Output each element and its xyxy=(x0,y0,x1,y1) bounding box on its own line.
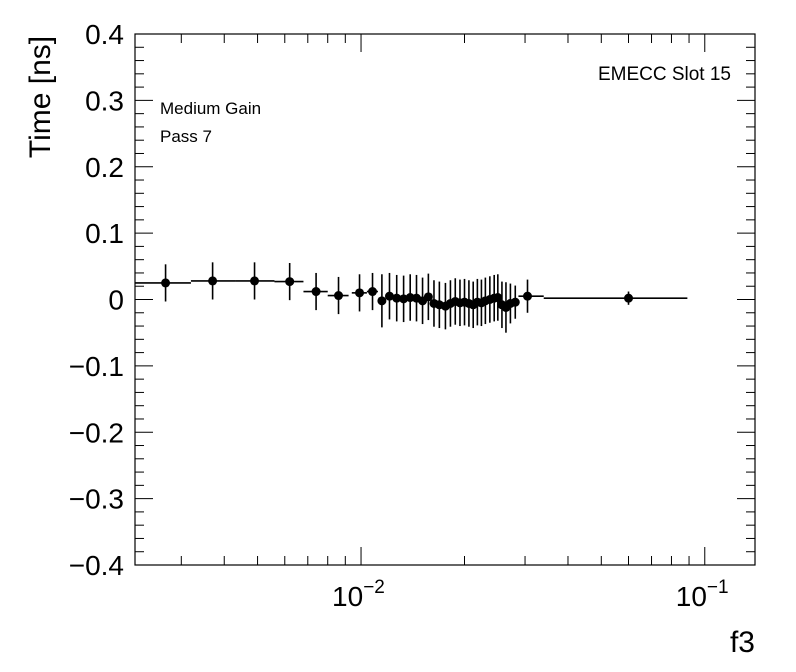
data-point xyxy=(423,273,433,321)
slot-annotation: EMECC Slot 15 xyxy=(598,64,731,85)
point-marker xyxy=(423,292,433,302)
pass-annotation: Pass 7 xyxy=(160,127,212,146)
y-tick-label: −0.1 xyxy=(69,351,124,382)
data-point xyxy=(392,274,402,322)
point-marker xyxy=(161,278,171,288)
point-marker xyxy=(208,276,218,286)
gain-annotation: Medium Gain xyxy=(160,99,261,118)
y-tick-label: 0.2 xyxy=(85,152,124,183)
data-points xyxy=(135,262,688,333)
y-tick-label: 0.1 xyxy=(85,218,124,249)
point-marker xyxy=(355,288,365,298)
data-point xyxy=(351,274,367,312)
tick-marks xyxy=(135,33,755,566)
data-point xyxy=(493,274,503,321)
x-axis-label: f3 xyxy=(730,626,755,659)
point-marker xyxy=(334,291,344,301)
point-marker xyxy=(493,293,503,303)
point-marker xyxy=(377,296,387,306)
data-point xyxy=(235,262,275,300)
point-marker xyxy=(368,287,378,297)
data-point xyxy=(377,274,387,328)
y-tick-label: 0 xyxy=(108,285,124,316)
y-tick-label: −0.3 xyxy=(69,484,124,515)
point-marker xyxy=(384,291,394,301)
y-tick-label: −0.4 xyxy=(69,550,124,581)
y-tick-label: 0.4 xyxy=(85,19,124,50)
point-marker xyxy=(285,277,295,287)
data-point xyxy=(384,272,394,320)
data-point xyxy=(366,272,378,311)
data-point xyxy=(510,285,520,319)
y-tick-labels: −0.4 −0.3 −0.2 −0.1 0 0.1 0.2 0.3 0.4 xyxy=(69,19,124,581)
point-marker xyxy=(250,276,260,286)
point-marker xyxy=(510,297,520,307)
y-axis-label: Time [ns] xyxy=(24,36,57,158)
plot-frame xyxy=(134,33,756,566)
data-point xyxy=(543,291,688,305)
data-point xyxy=(518,279,544,313)
y-tick-label: 0.3 xyxy=(85,85,124,116)
data-point xyxy=(190,262,236,300)
x-tick-labels: 10−2 10−1 xyxy=(332,577,729,612)
point-marker xyxy=(624,293,634,303)
x-tick-label: 10−1 xyxy=(676,577,729,612)
data-point xyxy=(327,276,349,315)
data-point xyxy=(303,272,328,311)
point-marker xyxy=(311,287,321,297)
data-point xyxy=(274,262,304,301)
x-tick-label: 10−2 xyxy=(332,577,385,612)
point-marker xyxy=(523,291,533,301)
y-tick-label: −0.2 xyxy=(69,417,124,448)
point-marker xyxy=(392,293,402,303)
data-point xyxy=(135,264,191,302)
data-point xyxy=(418,277,428,325)
